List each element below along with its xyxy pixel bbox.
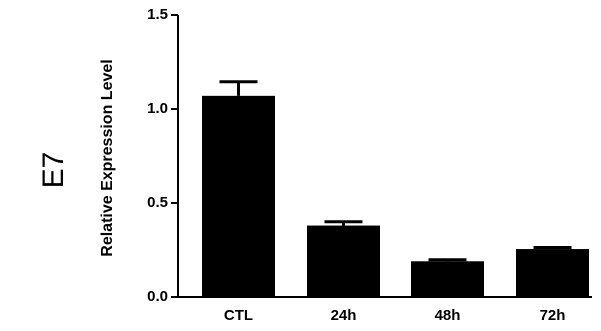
bar-24h: [307, 225, 380, 297]
bars-group: [202, 95, 589, 297]
bar-72h: [516, 249, 589, 297]
x-tick-label-48h: 48h: [435, 307, 461, 324]
bar-48h: [411, 261, 484, 297]
x-tick-label-72h: 72h: [540, 307, 566, 324]
y-tick-label: 1.5: [147, 6, 168, 23]
bar-ctl: [202, 95, 275, 297]
y-tick-label: 0.5: [147, 194, 168, 211]
y-axis-title: Relative Expression Level: [99, 59, 116, 256]
y-tick-label: 0.0: [147, 288, 168, 305]
x-tick-label-24h: 24h: [331, 307, 357, 324]
y-tick-label: 1.0: [147, 100, 168, 117]
y-ticks-group: 0.0 0.5 1.0 1.5: [147, 6, 178, 305]
panel-label: E7: [37, 152, 70, 189]
x-tick-label-ctl: CTL: [224, 307, 253, 324]
error-bars-group: [219, 80, 572, 262]
x-labels-group: CTL 24h 48h 72h: [224, 307, 566, 324]
